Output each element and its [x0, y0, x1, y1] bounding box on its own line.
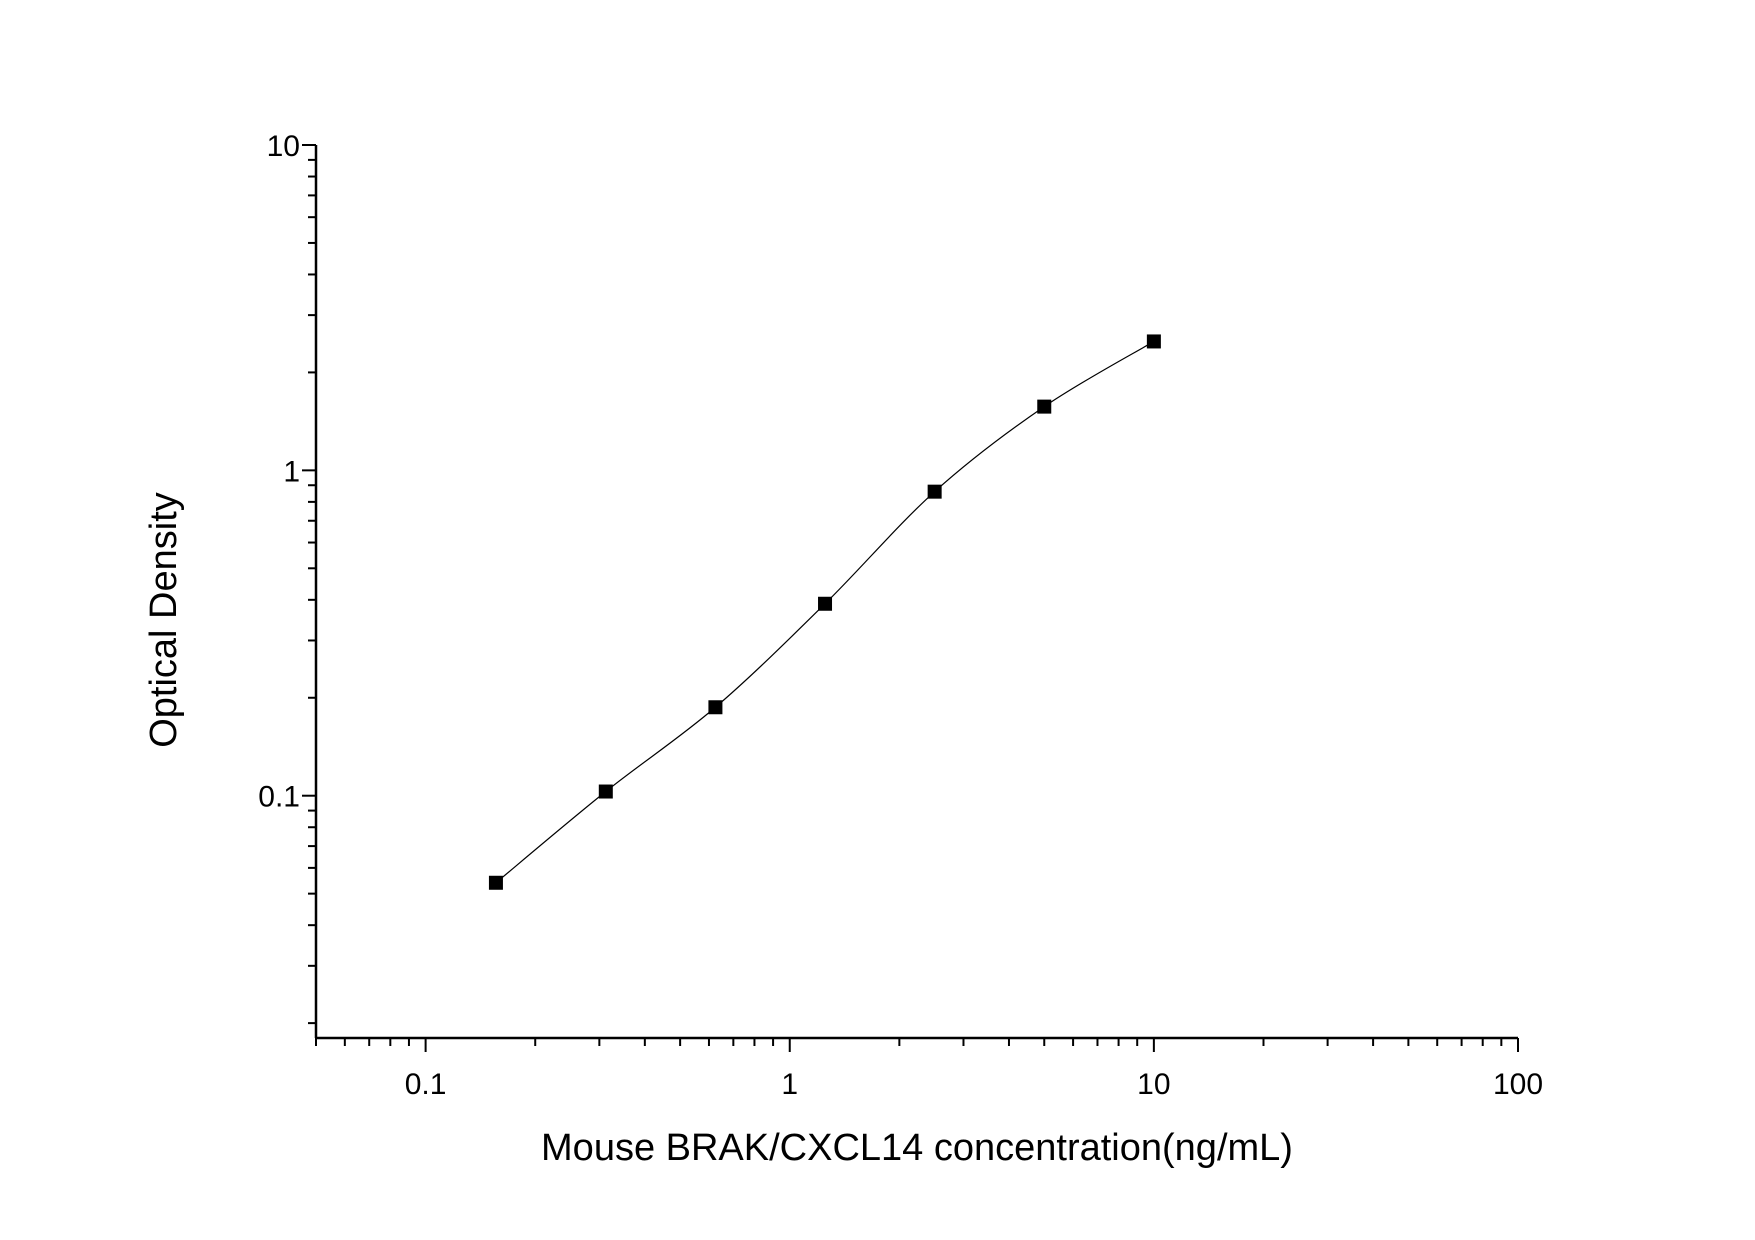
x-tick-label: 10 — [1137, 1068, 1170, 1101]
y-tick-label: 10 — [267, 130, 300, 163]
data-point — [598, 784, 613, 799]
data-point — [1146, 334, 1161, 349]
fit-curve — [495, 340, 1155, 884]
x-tick-label: 100 — [1493, 1068, 1543, 1101]
data-point — [488, 875, 503, 890]
data-points — [488, 334, 1161, 890]
y-axis-title: Optical Density — [143, 492, 185, 748]
x-axis-title: Mouse BRAK/CXCL14 concentration(ng/mL) — [541, 1127, 1293, 1169]
data-point — [1037, 399, 1052, 414]
data-point — [708, 700, 723, 715]
x-tick-label: 0.1 — [405, 1068, 447, 1101]
axes — [302, 144, 1519, 1052]
tick-labels: 0.1 1 10 100 0.1 1 10 — [258, 130, 1543, 1101]
y-tick-label: 1 — [283, 455, 300, 488]
y-tick-label: 0.1 — [258, 781, 300, 814]
data-point — [818, 596, 833, 611]
x-tick-label: 1 — [781, 1068, 798, 1101]
data-point — [927, 484, 942, 499]
